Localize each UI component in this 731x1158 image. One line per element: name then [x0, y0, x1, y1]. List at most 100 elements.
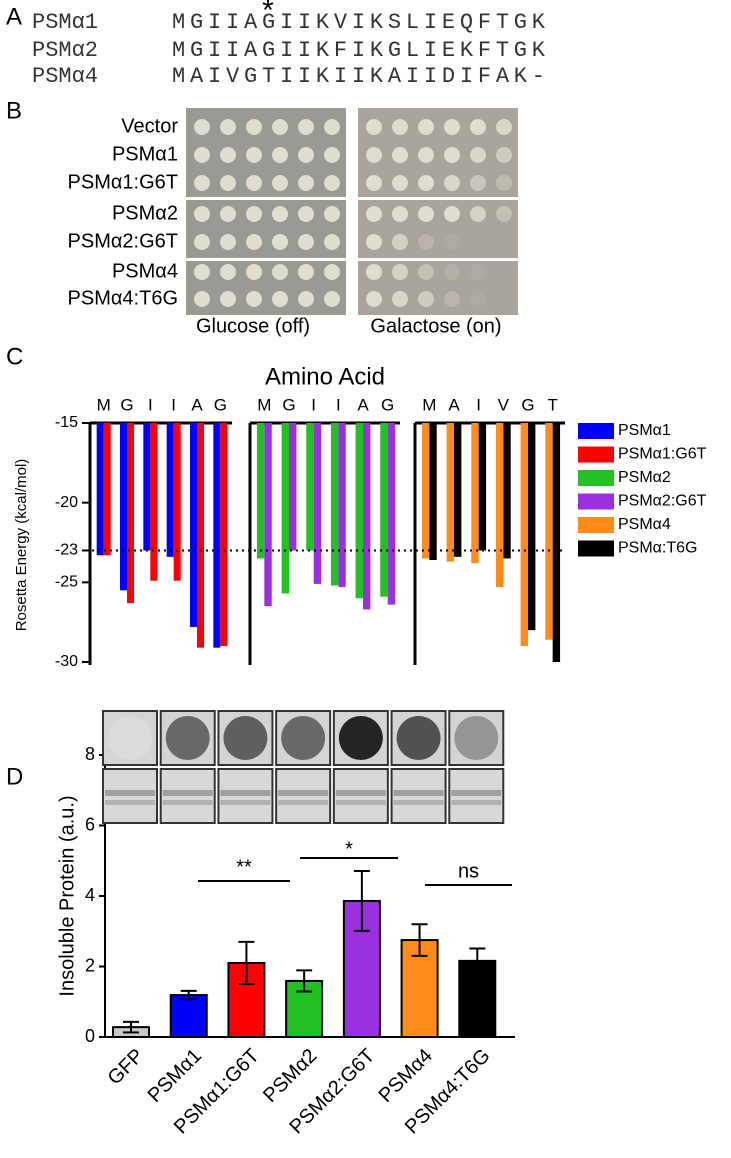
blot-band: [220, 800, 271, 805]
yeast-spot: [272, 234, 288, 250]
y-tick-label: 2: [85, 955, 95, 975]
yeast-spot: [444, 291, 460, 307]
bar: [166, 423, 174, 557]
bar: [338, 423, 346, 588]
x-tick-label: G: [282, 395, 295, 414]
yeast-spot: [324, 206, 340, 222]
blot-band: [278, 790, 329, 796]
bar: [471, 423, 479, 564]
bar: [289, 423, 297, 551]
yeast-spot: [444, 264, 460, 280]
yeast-spot: [324, 264, 340, 280]
plate-image: [358, 200, 518, 258]
yeast-spot: [418, 234, 434, 250]
blot-band: [278, 800, 329, 805]
x-tick-label: GFP: [104, 1045, 149, 1090]
yeast-spot: [470, 264, 486, 280]
yeast-spot: [366, 291, 382, 307]
blot-band: [393, 800, 444, 805]
yeast-spot: [324, 147, 340, 163]
yeast-spot: [298, 234, 314, 250]
yeast-spot: [194, 264, 210, 280]
x-tick-label: I: [148, 395, 153, 414]
blot-band: [105, 800, 155, 805]
blot-band: [162, 800, 213, 805]
bar: [264, 423, 272, 607]
bar: [552, 423, 561, 662]
bar: [495, 423, 504, 588]
yeast-spot: [470, 206, 486, 222]
yeast-spot: [366, 119, 382, 135]
strain-label: PSMα1:G6T: [68, 171, 178, 193]
y-tick-label: 0: [85, 1026, 95, 1046]
blot-band: [393, 790, 444, 796]
bar: [103, 423, 111, 556]
bar: [528, 423, 536, 631]
y-tick-label: -20: [55, 494, 78, 511]
yeast-spot: [418, 175, 434, 191]
x-tick-label: T: [547, 395, 557, 414]
bar: [363, 423, 371, 610]
yeast-spot: [392, 291, 408, 307]
bar: [96, 423, 104, 556]
yeast-spot: [298, 264, 314, 280]
yeast-spot: [298, 119, 314, 135]
plate-image: [186, 108, 346, 197]
yeast-spot: [246, 234, 262, 250]
bar: [190, 423, 197, 627]
yeast-spot: [246, 206, 262, 222]
x-tick-label: I: [311, 395, 316, 414]
legend-label: PSMα4: [618, 516, 671, 533]
legend-swatch: [578, 446, 614, 463]
bar: [355, 423, 363, 599]
bar: [478, 423, 487, 551]
yeast-spot: [298, 291, 314, 307]
bar: [150, 423, 158, 581]
yeast-spot: [272, 291, 288, 307]
yeast-spot: [470, 175, 486, 191]
panel-label: D: [6, 763, 23, 790]
bar: [545, 423, 553, 640]
y-tick-label: 8: [85, 744, 95, 764]
x-tick-label: A: [357, 395, 369, 414]
yeast-spot: [366, 206, 382, 222]
yeast-spot: [194, 119, 210, 135]
plate-image: [186, 261, 346, 315]
yeast-spot: [220, 119, 236, 135]
yeast-spot: [220, 206, 236, 222]
y-tick-label: -15: [55, 414, 78, 431]
x-tick-label: I: [171, 395, 176, 414]
blot-band: [162, 790, 213, 796]
yeast-spot: [246, 291, 262, 307]
legend-label: PSMα2:G6T: [618, 493, 707, 510]
yeast-spot: [392, 234, 408, 250]
bar: [454, 423, 462, 557]
bar: [421, 423, 430, 559]
yeast-spot: [194, 234, 210, 250]
bar: [313, 423, 322, 584]
strain-label: PSMα2:G6T: [68, 230, 178, 252]
y-axis-label: Rosetta Energy (kcal/mol): [13, 459, 30, 632]
plate-image: [358, 261, 518, 315]
bar: [503, 423, 511, 559]
yeast-spot: [366, 234, 382, 250]
yeast-spot: [418, 264, 434, 280]
legend-label: PSMα1:G6T: [618, 446, 707, 463]
y-axis-label: Insoluble Protein (a.u.): [56, 795, 78, 996]
yeast-spot: [418, 119, 434, 135]
yeast-spot: [220, 175, 236, 191]
yeast-spot: [496, 175, 512, 191]
x-tick-label: G: [214, 395, 227, 414]
legend-swatch: [578, 540, 614, 557]
y-tick-label: -25: [55, 574, 78, 591]
x-tick-label: M: [97, 395, 111, 414]
bar: [380, 423, 388, 597]
yeast-spot: [194, 147, 210, 163]
mutation-marker: *: [262, 0, 274, 27]
x-tick-label: A: [448, 395, 460, 414]
blot-band: [451, 800, 502, 805]
bar: [281, 423, 289, 594]
yeast-spot: [272, 264, 288, 280]
yeast-spot: [366, 147, 382, 163]
yeast-spot: [324, 119, 340, 135]
